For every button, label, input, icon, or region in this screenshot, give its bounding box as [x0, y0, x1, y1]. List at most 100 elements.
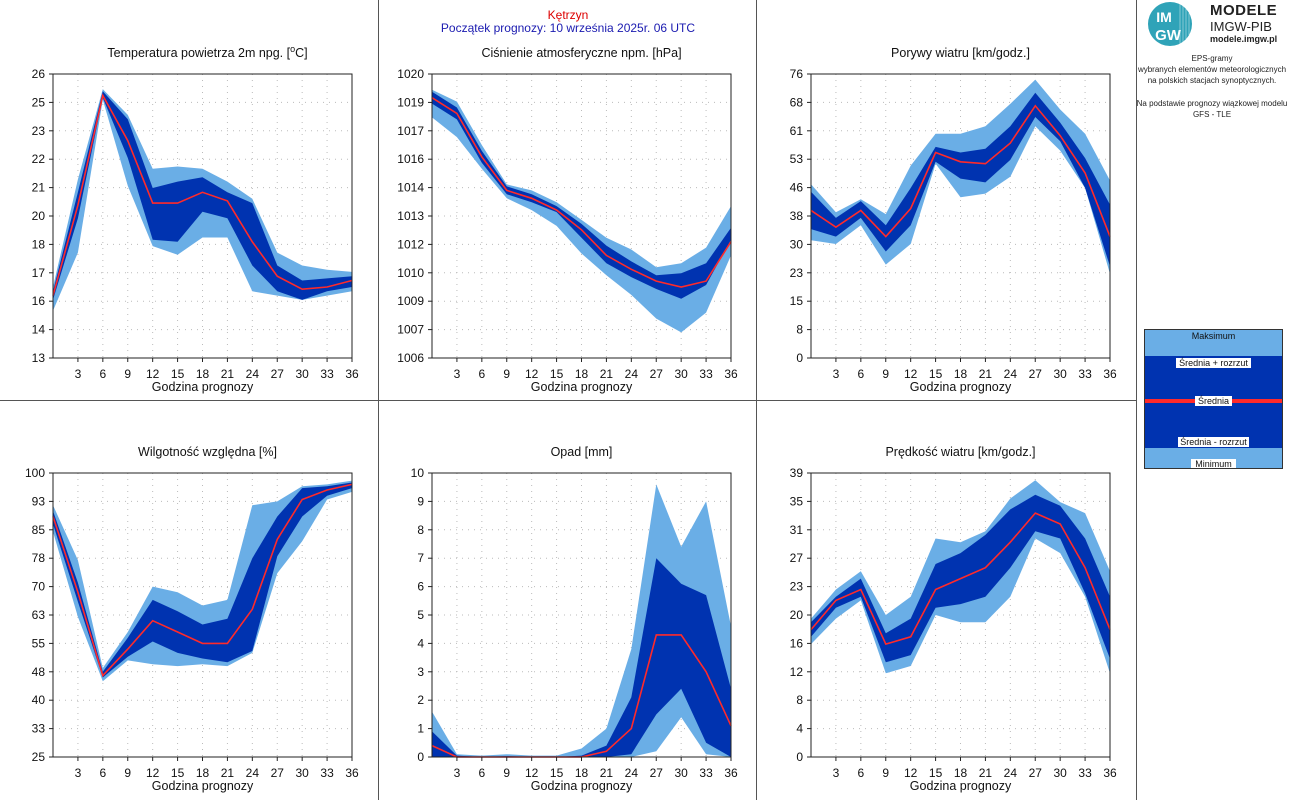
- y-tick-label: 76: [790, 67, 804, 81]
- x-tick-label: 9: [882, 766, 889, 780]
- chart-title-degree: o: [290, 44, 295, 54]
- y-tick-label: 13: [32, 351, 46, 365]
- x-axis-label: Godzina prognozy: [152, 380, 254, 394]
- side-text-line1: EPS-gramy: [1191, 54, 1233, 63]
- y-tick-label: 8: [796, 323, 803, 337]
- side-text-line2: wybranych elementów meteorologicznych: [1137, 65, 1287, 74]
- x-tick-label: 24: [1004, 367, 1018, 381]
- chart-title: Opad [mm]: [551, 445, 613, 459]
- y-tick-label: 1019: [397, 95, 424, 109]
- x-tick-label: 21: [979, 367, 993, 381]
- mean-line: [431, 97, 732, 288]
- x-tick-label: 21: [600, 367, 614, 381]
- x-tick-label: 6: [857, 766, 864, 780]
- logo-text-bottom: GW: [1155, 27, 1182, 44]
- chart-title: Temperatura powietrza 2m npg. [oC]: [107, 44, 307, 60]
- x-tick-label: 33: [320, 766, 334, 780]
- y-tick-label: 38: [790, 209, 804, 223]
- x-tick-label: 36: [345, 766, 359, 780]
- x-tick-label: 12: [525, 367, 539, 381]
- x-tick-label: 6: [478, 766, 485, 780]
- y-tick-label: 1017: [397, 124, 424, 138]
- y-tick-label: 33: [32, 722, 46, 736]
- y-tick-label: 9: [417, 494, 424, 508]
- x-tick-label: 30: [1053, 367, 1067, 381]
- x-axis-label: Godzina prognozy: [910, 380, 1012, 394]
- x-tick-label: 33: [699, 367, 713, 381]
- x-tick-label: 12: [904, 766, 918, 780]
- y-tick-label: 30: [790, 237, 804, 251]
- x-tick-label: 3: [833, 766, 840, 780]
- y-tick-label: 1: [417, 722, 424, 736]
- side-text-line3: na polskich stacjach synoptycznych.: [1147, 76, 1277, 85]
- imgw-logo: IM GW: [1148, 2, 1192, 46]
- y-tick-label: 5: [417, 608, 424, 622]
- legend-max: Maksimum: [1191, 331, 1236, 341]
- legend-mean-minus: Średnia - rozrzut: [1178, 437, 1249, 447]
- y-tick-label: 93: [32, 494, 46, 508]
- mean-line: [810, 104, 1111, 238]
- x-tick-label: 15: [550, 367, 564, 381]
- x-tick-label: 3: [833, 367, 840, 381]
- x-tick-label: 9: [503, 367, 510, 381]
- y-tick-label: 70: [32, 580, 46, 594]
- brand-url[interactable]: modele.imgw.pl: [1210, 34, 1278, 44]
- x-tick-label: 3: [75, 367, 82, 381]
- y-tick-label: 23: [790, 580, 804, 594]
- y-tick-label: 35: [790, 494, 804, 508]
- x-tick-label: 9: [882, 367, 889, 381]
- y-tick-label: 0: [417, 750, 424, 764]
- y-tick-label: 39: [790, 466, 804, 480]
- y-tick-label: 4: [796, 722, 803, 736]
- y-tick-label: 23: [32, 124, 46, 138]
- legend-mean: Średnia: [1195, 396, 1232, 406]
- x-tick-label: 27: [650, 367, 664, 381]
- legend: Maksimum Średnia + rozrzut Średnia Średn…: [1144, 329, 1283, 469]
- x-tick-label: 18: [575, 367, 589, 381]
- y-tick-label: 25: [32, 750, 46, 764]
- mean-line: [52, 93, 353, 296]
- x-tick-label: 9: [503, 766, 510, 780]
- y-tick-label: 61: [790, 124, 804, 138]
- forecast-start: Początek prognozy: 10 września 2025r. 06…: [440, 21, 696, 35]
- brand-org: IMGW-PIB: [1210, 19, 1272, 34]
- y-tick-label: 31: [790, 523, 804, 537]
- x-tick-label: 36: [724, 367, 738, 381]
- chart-title-unit: C]: [295, 46, 308, 60]
- logo-circle-icon: [1148, 2, 1192, 46]
- y-tick-label: 20: [790, 608, 804, 622]
- y-tick-label: 1014: [397, 181, 424, 195]
- x-tick-label: 6: [99, 766, 106, 780]
- y-tick-label: 27: [790, 551, 804, 565]
- x-tick-label: 18: [196, 766, 210, 780]
- y-tick-label: 8: [796, 693, 803, 707]
- legend-mean-plus: Średnia + rozrzut: [1176, 358, 1251, 368]
- x-tick-label: 15: [171, 367, 185, 381]
- y-tick-label: 1009: [397, 294, 424, 308]
- x-tick-label: 27: [271, 766, 285, 780]
- legend-min: Minimum: [1191, 459, 1236, 468]
- x-tick-label: 12: [904, 367, 918, 381]
- chart-title: Prędkość wiatru [km/godz.]: [885, 445, 1035, 459]
- chart-2: 1006 1007 1009 1010 1012 1013 1014 1016 1017 1019…: [397, 46, 738, 394]
- side-text-line4: Na podstawie prognozy wiązkowej modelu: [1136, 99, 1288, 108]
- x-tick-label: 30: [1053, 766, 1067, 780]
- x-tick-label: 6: [478, 367, 485, 381]
- y-tick-label: 18: [32, 237, 46, 251]
- x-tick-label: 15: [550, 766, 564, 780]
- x-tick-label: 18: [196, 367, 210, 381]
- x-tick-label: 12: [146, 367, 160, 381]
- x-tick-label: 3: [454, 766, 461, 780]
- x-tick-label: 27: [271, 367, 285, 381]
- chart-title: Wilgotność względna [%]: [138, 445, 277, 459]
- y-tick-label: 1007: [397, 323, 424, 337]
- x-tick-label: 24: [246, 367, 260, 381]
- y-tick-label: 1012: [397, 237, 424, 251]
- y-tick-label: 0: [796, 750, 803, 764]
- y-tick-label: 68: [790, 95, 804, 109]
- y-tick-label: 16: [32, 294, 46, 308]
- x-tick-label: 12: [146, 766, 160, 780]
